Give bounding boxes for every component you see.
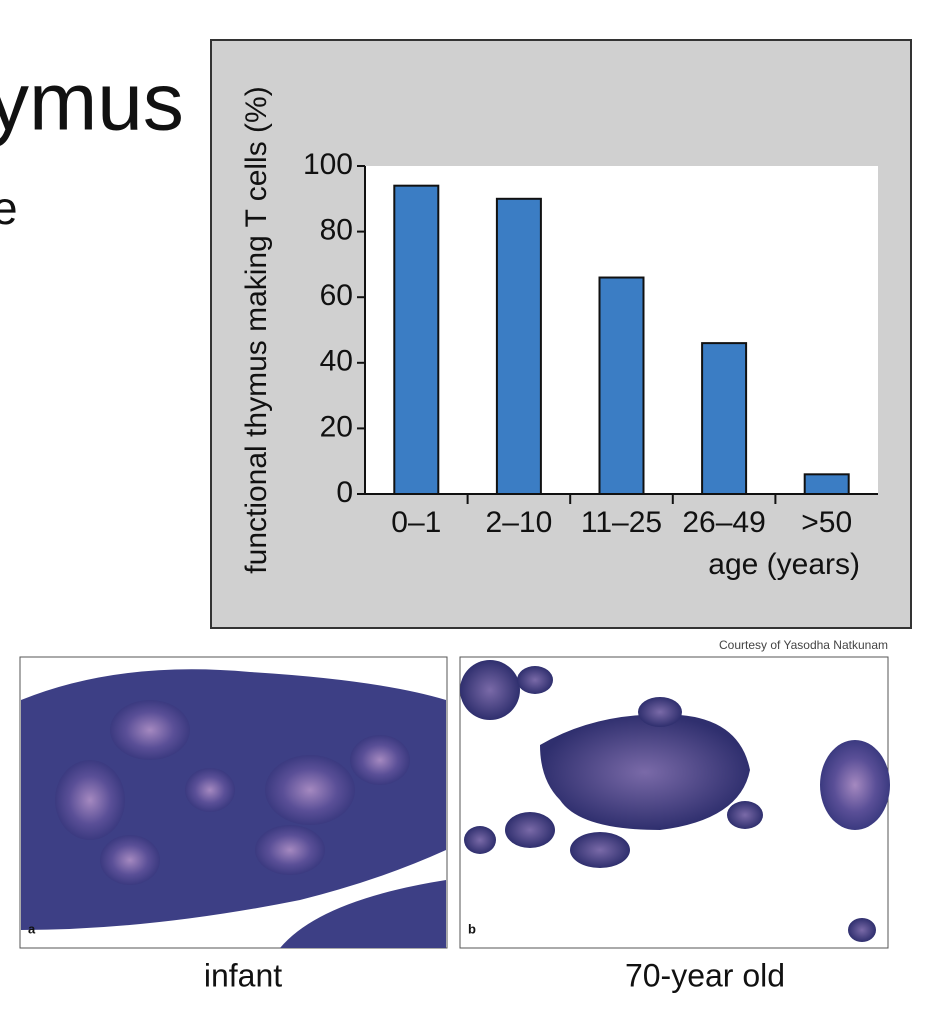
y-tick-label: 40: [320, 345, 353, 378]
bar: [701, 342, 748, 495]
lobe: [100, 835, 160, 885]
x-tick-label: 2–10: [486, 506, 553, 539]
lobe: [848, 918, 876, 942]
lobe: [255, 825, 325, 875]
y-tick-label: 80: [320, 214, 353, 247]
lobe: [185, 768, 235, 812]
lobe: [820, 740, 890, 830]
tissue: [280, 880, 446, 948]
lobe: [727, 801, 763, 829]
lobe: [505, 812, 555, 848]
photo-b: b: [459, 656, 890, 949]
lobe: [570, 832, 630, 868]
bar: [393, 184, 440, 495]
x-tick-label: 0–1: [391, 506, 441, 539]
chart: 0 20 40 60 80 100 0–1 2–10 11–25 26–49 >50 age (yea…: [240, 86, 878, 581]
photo-a: a: [19, 656, 448, 949]
bar: [598, 276, 645, 495]
x-tick-label: 26–49: [682, 506, 765, 539]
y-tick-label: 60: [320, 279, 353, 312]
y-tick-label: 20: [320, 410, 353, 443]
lobe: [517, 666, 553, 694]
lobe: [464, 826, 496, 854]
panel-letter: a: [28, 921, 36, 936]
lobe: [540, 714, 750, 830]
text-fragment: e: [0, 182, 18, 234]
lobe: [460, 660, 520, 720]
bar: [495, 197, 542, 496]
lobe: [55, 760, 125, 840]
y-tick-label: 0: [336, 476, 353, 509]
lobe: [265, 755, 355, 825]
lobe: [350, 735, 410, 785]
panel-letter: b: [468, 921, 476, 936]
y-tick-label: 100: [303, 148, 353, 181]
x-tick-label: 11–25: [581, 506, 662, 539]
y-axis-label: functional thymus making T cells (%): [240, 86, 273, 573]
title-fragment: ymus: [0, 57, 184, 148]
lobe: [638, 697, 682, 727]
lobe: [110, 700, 190, 760]
x-axis-label: age (years): [708, 548, 860, 581]
caption: 70-year old: [625, 957, 785, 993]
credit: Courtesy of Yasodha Natkunam: [719, 638, 888, 652]
caption: infant: [204, 957, 282, 993]
x-tick-label: >50: [801, 506, 852, 539]
bar: [803, 473, 850, 496]
